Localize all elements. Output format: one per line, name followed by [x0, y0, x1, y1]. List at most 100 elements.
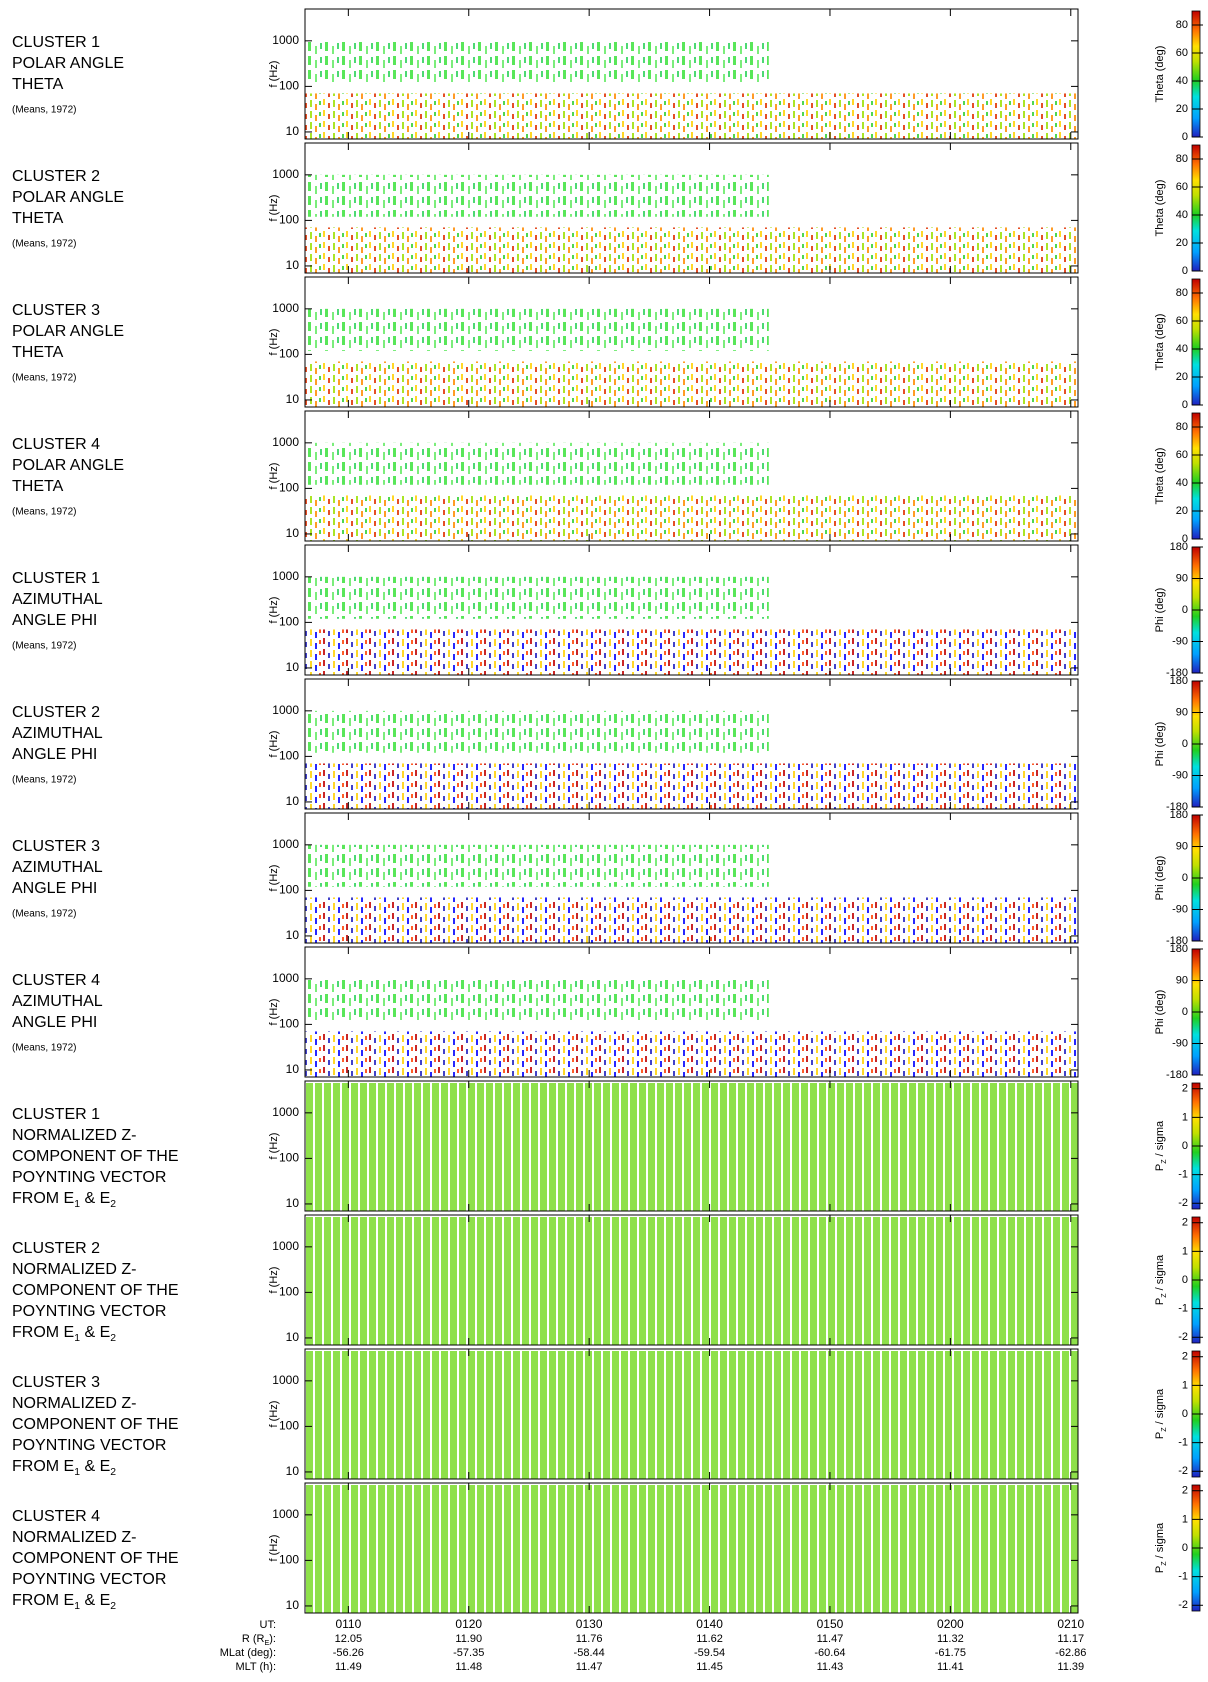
y-tick-label: 100 [279, 347, 299, 361]
ephemeris-label: MLT (h): [235, 1661, 276, 1673]
texture [305, 576, 769, 619]
plot-frame [304, 1214, 1079, 1346]
text-segment: / sigma [1154, 1388, 1166, 1427]
y-tick-label: 10 [286, 124, 300, 138]
text-segment: & E [80, 1190, 110, 1207]
y-tick-label: 100 [279, 1151, 299, 1165]
y-tick-label: 10 [286, 1464, 300, 1478]
ephemeris-value: 11.47 [576, 1661, 603, 1673]
ephemeris-label: MLat (deg): [220, 1647, 276, 1659]
plot-frame [304, 678, 1079, 810]
panel-title: ANGLE PHI [12, 746, 97, 763]
panel: CLUSTER 1 AZIMUTHAL ANGLE PHI (Means, 1972)… [12, 541, 1203, 679]
colorbar-tick-label: -1 [1178, 1437, 1188, 1449]
ephemeris-value: -61.75 [935, 1647, 966, 1659]
panel-title: NORMALIZED Z- [12, 1395, 136, 1412]
colorbar-tick-label: 0 [1182, 1006, 1188, 1018]
colorbar-tick-label: 0 [1182, 399, 1188, 411]
colorbar-tick-label: -2 [1178, 1197, 1188, 1209]
text-segment: P [1154, 1566, 1166, 1573]
subscript: Z [1160, 1293, 1168, 1298]
y-tick-label: 100 [279, 1017, 299, 1031]
subscript: 2 [110, 1199, 116, 1210]
x-tick-label: 0120 [455, 1617, 482, 1631]
y-tick-label: 10 [286, 1598, 300, 1612]
panel-title: AZIMUTHAL [12, 859, 103, 876]
colorbar-tick-label: 0 [1182, 738, 1188, 750]
plot-frame [304, 812, 1079, 944]
panel-title: FROM E1 & E2 [12, 1458, 116, 1478]
subscript: Z [1160, 1427, 1168, 1432]
panel-title: CLUSTER 2 [12, 704, 100, 721]
colorbar-tick-label: 0 [1182, 131, 1188, 143]
text-segment: & E [80, 1458, 110, 1475]
colorbar-tick-label: 90 [1176, 706, 1188, 718]
colorbar-label: Phi (deg) [1154, 990, 1166, 1035]
panel-title: ANGLE PHI [12, 1014, 97, 1031]
y-tick-label: 10 [286, 1062, 300, 1076]
texture [305, 844, 769, 887]
colorbar-tick-label: -90 [1172, 769, 1188, 781]
x-axis-annotation: UT: 0110 0120 0130 0140 0150 0200 0210 R (RE): 12… [220, 1617, 1087, 1673]
ephemeris-value: -58.44 [574, 1647, 605, 1659]
colorbar-tick-label: 20 [1176, 237, 1188, 249]
colorbar [1191, 10, 1201, 138]
texture [305, 710, 769, 753]
panel-title: POLAR ANGLE [12, 457, 124, 474]
plot-frame [304, 1482, 1079, 1614]
panel-title: AZIMUTHAL [12, 993, 103, 1010]
colorbar-tick-label: 90 [1176, 840, 1188, 852]
panel: CLUSTER 2 AZIMUTHAL ANGLE PHI (Means, 1972)… [12, 675, 1203, 813]
colorbar-label: Phi (deg) [1154, 588, 1166, 633]
ephemeris-value: -56.26 [333, 1647, 364, 1659]
ephemeris-value: -60.64 [814, 1647, 845, 1659]
reference: (Means, 1972) [12, 105, 76, 116]
y-tick-label: 1000 [272, 435, 299, 449]
ephemeris-value: 11.90 [455, 1633, 482, 1645]
colorbar-label: PZ / sigma [1154, 1254, 1168, 1305]
colorbar-tick-label: 0 [1182, 604, 1188, 616]
colorbar-tick-label: 60 [1176, 449, 1188, 461]
panel: CLUSTER 2 POLAR ANGLE THETA (Means, 1972) f … [12, 142, 1203, 277]
subscript: 2 [110, 1333, 116, 1344]
panel-title: FROM E1 & E2 [12, 1324, 116, 1344]
y-axis-label: f (Hz) [268, 463, 280, 490]
panel: CLUSTER 3 AZIMUTHAL ANGLE PHI (Means, 1972)… [12, 809, 1203, 947]
panel-title: THETA [12, 478, 64, 495]
panel-title: THETA [12, 344, 64, 361]
y-tick-label: 100 [279, 615, 299, 629]
panel-title: FROM E1 & E2 [12, 1190, 116, 1210]
colorbar-tick-label: 60 [1176, 315, 1188, 327]
colorbar-label: PZ / sigma [1154, 1388, 1168, 1439]
plot-frame [304, 1080, 1079, 1212]
ephemeris-value: 11.48 [455, 1661, 482, 1673]
reference: (Means, 1972) [12, 909, 76, 920]
ephemeris-value: 11.32 [937, 1633, 964, 1645]
panel: CLUSTER 3 NORMALIZED Z- COMPONENT OF THE PO… [12, 1348, 1203, 1480]
reference: (Means, 1972) [12, 507, 76, 518]
colorbar-tick-label: 20 [1176, 505, 1188, 517]
colorbar-tick-label: 0 [1182, 872, 1188, 884]
colorbar-tick-label: -90 [1172, 635, 1188, 647]
text-segment: FROM E [12, 1592, 74, 1609]
colorbar-tick-label: -90 [1172, 903, 1188, 915]
panel-title: ANGLE PHI [12, 612, 97, 629]
colorbar-tick-label: 0 [1182, 1542, 1188, 1554]
ephemeris-value: 11.47 [817, 1633, 844, 1645]
y-axis-label: f (Hz) [268, 1535, 280, 1562]
y-tick-label: 1000 [272, 1239, 299, 1253]
colorbar-tick-label: 1 [1182, 1245, 1188, 1257]
y-tick-label: 10 [286, 928, 300, 942]
colorbar-tick-label: 2 [1182, 1485, 1188, 1497]
panel-title: POLAR ANGLE [12, 323, 124, 340]
texture [305, 308, 769, 351]
panel-title: FROM E1 & E2 [12, 1592, 116, 1612]
y-tick-label: 1000 [272, 703, 299, 717]
colorbar-label: Phi (deg) [1154, 722, 1166, 767]
texture [305, 495, 1078, 541]
colorbar-tick-label: 1 [1182, 1111, 1188, 1123]
ephemeris-value: 11.17 [1057, 1633, 1084, 1645]
colorbar-tick-label: -1 [1178, 1303, 1188, 1315]
colorbar-tick-label: 180 [1170, 943, 1188, 955]
text-segment: / sigma [1154, 1254, 1166, 1293]
